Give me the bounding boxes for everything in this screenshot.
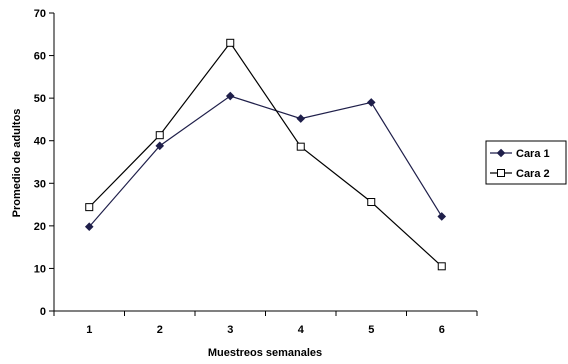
legend-label: Cara 1: [516, 148, 550, 160]
legend-marker: [497, 169, 505, 177]
y-tick-label: 30: [34, 178, 46, 190]
data-point: [225, 91, 235, 101]
data-point: [296, 114, 306, 123]
x-tick-label: 1: [86, 324, 92, 336]
data-point: [296, 142, 305, 151]
y-tick-label: 40: [34, 136, 46, 148]
data-point: [84, 222, 94, 232]
y-axis-title: Promedio de adultos: [11, 109, 23, 218]
legend-marker: [496, 148, 506, 158]
legend: Cara 1 Cara 2: [485, 140, 567, 185]
x-axis-title: Muestreos semanales: [208, 347, 322, 359]
x-tick-label: 4: [298, 324, 305, 336]
data-point: [367, 198, 376, 207]
y-tick-label: 50: [34, 93, 46, 105]
data-point: [437, 212, 447, 221]
x-tick-label: 6: [439, 324, 445, 336]
data-point: [155, 141, 165, 151]
series-layer: [84, 38, 447, 271]
data-point: [85, 203, 94, 212]
y-tick-label: 10: [34, 263, 46, 275]
y-tick-label: 60: [34, 51, 46, 63]
series-line: [88, 41, 443, 267]
x-tick-label: 2: [157, 324, 163, 336]
data-point: [155, 131, 164, 140]
legend-label: Cara 2: [516, 168, 550, 180]
y-tick-label: 20: [34, 221, 46, 233]
y-tick-label: 0: [40, 306, 46, 318]
x-tick-label: 5: [368, 324, 374, 336]
data-point: [366, 98, 376, 107]
series-1: [84, 91, 447, 232]
y-tick-label: 70: [34, 8, 46, 20]
data-point: [437, 262, 446, 271]
series-line: [88, 95, 443, 228]
data-point: [226, 38, 235, 47]
series-2: [85, 38, 446, 271]
x-tick-label: 3: [227, 324, 233, 336]
y-axis-ticks: 0 10 20 30 40 50 60 70: [34, 8, 54, 318]
x-axis-ticks: 1 2 3 4 5 6: [53, 311, 478, 336]
